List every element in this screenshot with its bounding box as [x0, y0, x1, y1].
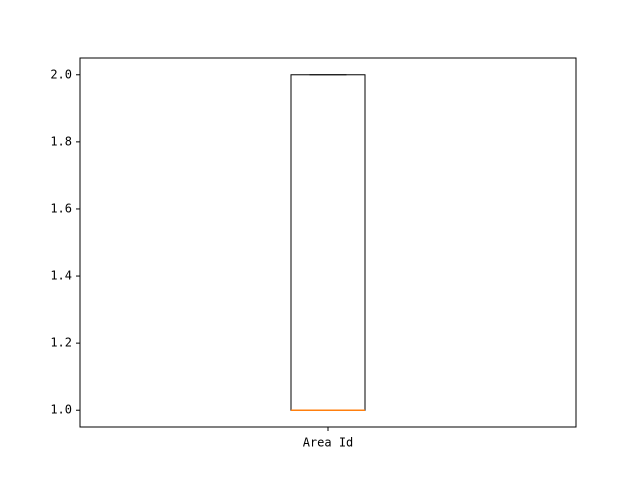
- y-tick-label: 1.2: [50, 336, 72, 350]
- box-body: [290, 74, 366, 411]
- x-tick-label: Area Id: [303, 436, 354, 450]
- y-tick-label: 2.0: [50, 67, 72, 81]
- y-tick-label: 1.0: [50, 403, 72, 417]
- x-axis: Area Id: [303, 427, 354, 450]
- y-tick-label: 1.6: [50, 201, 72, 215]
- plot-area-frame: [79, 57, 577, 428]
- box-series: [290, 74, 366, 411]
- box-group: [290, 74, 366, 411]
- y-tick-label: 1.8: [50, 134, 72, 148]
- y-axis: 1.0 1.2 1.4 1.6 1.8 2.0: [50, 67, 80, 417]
- y-tick-label: 1.4: [50, 269, 72, 283]
